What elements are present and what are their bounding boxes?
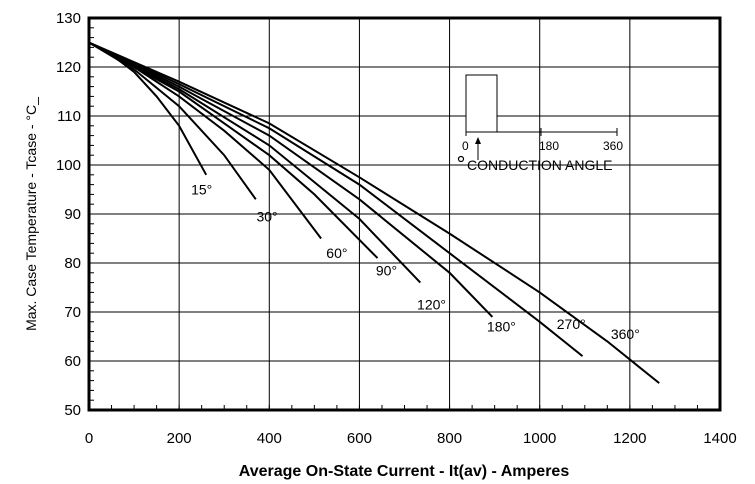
x-tick-label: 400 <box>257 430 282 447</box>
series-line-90deg <box>88 41 379 259</box>
inset-tick-label-180: 180 <box>539 139 559 153</box>
inset-tick-label-360: 360 <box>603 139 623 153</box>
x-axis-label: Average On-State Current - It(av) - Ampe… <box>239 463 570 480</box>
series-lines <box>88 41 660 384</box>
x-tick-label: 0 <box>85 430 93 447</box>
grid <box>89 18 720 410</box>
x-tick-label: 1200 <box>613 430 646 447</box>
y-tick-labels: 50 60 70 80 90 100 110 120 130 <box>56 10 81 419</box>
curve-label: 360° <box>611 326 640 342</box>
curve-label: 120° <box>417 297 446 313</box>
series-line-360deg <box>88 41 660 384</box>
curve-labels: 15° 30° 60° 90° 120° 180° 270° 360° <box>191 181 640 342</box>
series-line-60deg <box>88 41 322 240</box>
series-line-120deg <box>88 41 422 284</box>
series-line-30deg <box>88 41 257 200</box>
series-line-180deg <box>88 41 494 318</box>
y-tick-label: 120 <box>56 59 81 76</box>
inset-arrow-head <box>475 137 481 144</box>
conduction-angle-inset: 0 180 360 CONDUCTION ANGLE <box>457 74 623 173</box>
x-tick-label: 1000 <box>523 430 556 447</box>
inset-bullet <box>457 155 465 163</box>
curve-label: 60° <box>326 245 347 261</box>
y-tick-label: 60 <box>64 353 81 370</box>
curve-label: 90° <box>376 262 397 278</box>
curve-label: 180° <box>487 319 516 335</box>
x-tick-label: 1400 <box>703 430 736 447</box>
x-tick-labels: 0 200 400 600 800 1000 1200 1400 <box>85 430 737 447</box>
y-tick-label: 110 <box>57 108 81 125</box>
x-tick-label: 200 <box>167 430 192 447</box>
series-line-270deg <box>88 41 584 357</box>
inset-caption: CONDUCTION ANGLE <box>467 157 612 173</box>
inset-pulse-rect <box>465 74 498 133</box>
inset-tick-label-0: 0 <box>462 139 469 153</box>
y-axis-label: Max. Case Temperature - Tcase - °C_ <box>23 97 39 331</box>
series-line-15deg <box>88 41 208 176</box>
y-tick-label: 90 <box>64 206 81 223</box>
curve-label: 30° <box>256 208 277 224</box>
y-tick-label: 100 <box>56 157 81 174</box>
curve-label: 270° <box>557 316 586 332</box>
curve-label: 15° <box>191 181 212 197</box>
x-tick-label: 600 <box>347 430 372 447</box>
y-tick-label: 70 <box>64 304 81 321</box>
y-tick-label: 130 <box>56 10 81 27</box>
y-tick-label: 80 <box>64 255 81 272</box>
y-tick-label: 50 <box>64 402 81 419</box>
x-tick-label: 800 <box>437 430 462 447</box>
plot-frame <box>87 16 722 412</box>
